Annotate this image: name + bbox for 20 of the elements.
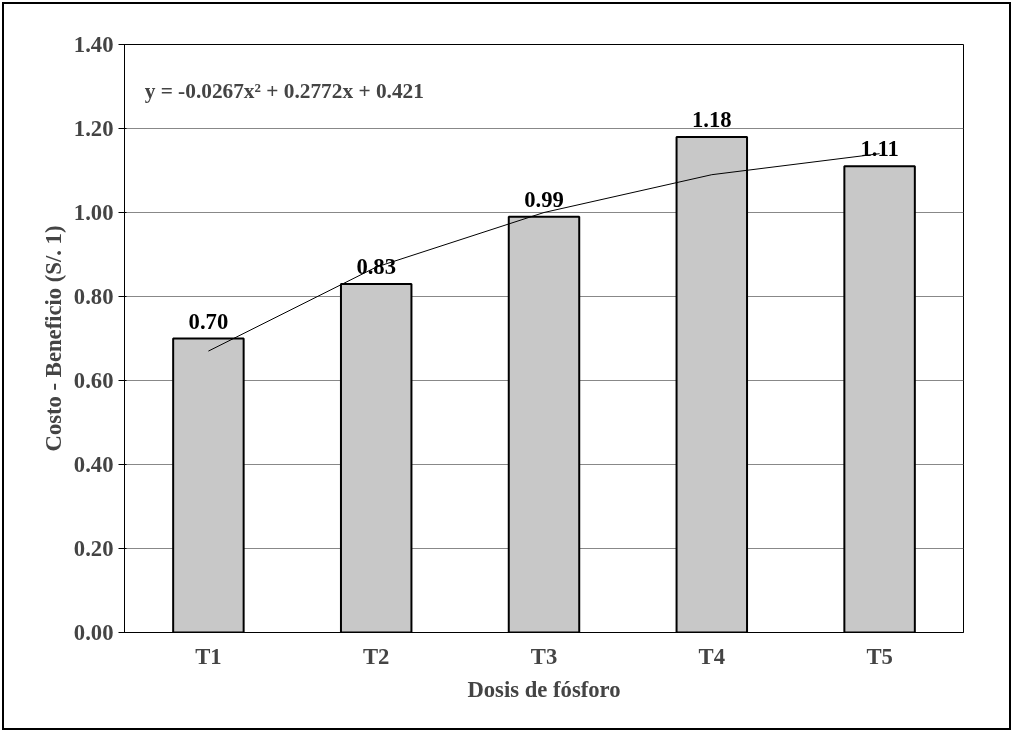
data-label: 1.11 [860,136,899,162]
y-axis-title: Costo - Beneficio (S/. 1) [40,225,66,452]
y-tick-label: 0.40 [73,452,114,477]
x-tick-label: T3 [530,643,558,669]
data-label: 0.99 [524,186,564,212]
data-label: 0.70 [188,308,229,334]
x-tick-label: T1 [195,643,222,669]
y-tick-label: 1.40 [73,32,114,57]
y-tick-label: 0.20 [73,536,114,561]
y-tick-label: 1.20 [73,116,114,141]
annotation: y = -0.0267x² + 0.2772x + 0.421 [144,79,424,104]
x-tick-label: T5 [866,643,893,669]
y-tick-label: 0.60 [73,368,114,393]
x-tick-label: T4 [698,643,726,669]
y-tick-label: 1.00 [73,200,114,225]
x-axis-title: Dosis de fósforo [467,676,621,702]
y-tick-label: 0.80 [73,284,114,309]
y-tick-label: 0.00 [73,620,114,645]
x-tick-label: T2 [362,643,390,669]
data-label: 1.18 [691,106,732,132]
